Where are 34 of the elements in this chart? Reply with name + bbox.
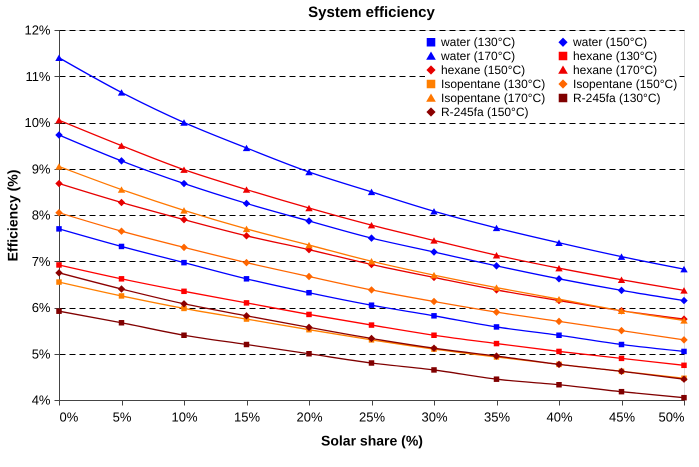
y-tick-label: 6% — [32, 300, 51, 315]
legend-label: Isopentane (150°C) — [573, 77, 678, 91]
x-tick-label: 0% — [60, 410, 79, 424]
chart-title: System efficiency — [308, 4, 436, 21]
legend-label: R-245fa (150°C) — [441, 105, 529, 119]
x-tick-label: 20% — [296, 410, 323, 424]
y-tick-label: 4% — [32, 392, 51, 408]
y-tick-label: 5% — [32, 346, 51, 362]
x-tick-label: 25% — [358, 410, 386, 424]
y-tick-label: 8% — [32, 208, 51, 222]
y-tick-label: 12% — [24, 22, 51, 38]
x-tick-label: 50% — [658, 410, 685, 424]
legend-label: water (150°C) — [572, 35, 648, 50]
x-axis-title: Solar share (%) — [321, 432, 423, 448]
x-tick-label: 45% — [608, 410, 636, 424]
legend-label: water (170°C) — [440, 49, 516, 63]
y-axis-title: Efficiency (%) — [4, 170, 20, 262]
legend-label: water (130°C) — [440, 35, 516, 50]
x-tick-label: 10% — [171, 410, 198, 424]
y-tick-label: 10% — [24, 115, 51, 130]
legend-label: hexane (130°C) — [573, 49, 658, 63]
legend-label: hexane (150°C) — [441, 63, 526, 77]
x-tick-label: 15% — [234, 410, 260, 424]
y-tick-label: 11% — [25, 68, 51, 84]
x-tick-label: 30% — [421, 410, 448, 424]
legend-label: Isopentane (130°C) — [441, 77, 546, 91]
legend-label: Isopentane (170°C) — [441, 91, 546, 105]
legend-label: hexane (170°C) — [573, 63, 658, 77]
x-tick-label: 40% — [546, 410, 573, 424]
x-tick-label: 5% — [112, 410, 132, 424]
y-tick-label: 9% — [32, 161, 51, 176]
y-tick-label: 7% — [32, 254, 51, 269]
x-tick-label: 35% — [484, 410, 510, 424]
legend-label: R-245fa (130°C) — [573, 91, 661, 105]
